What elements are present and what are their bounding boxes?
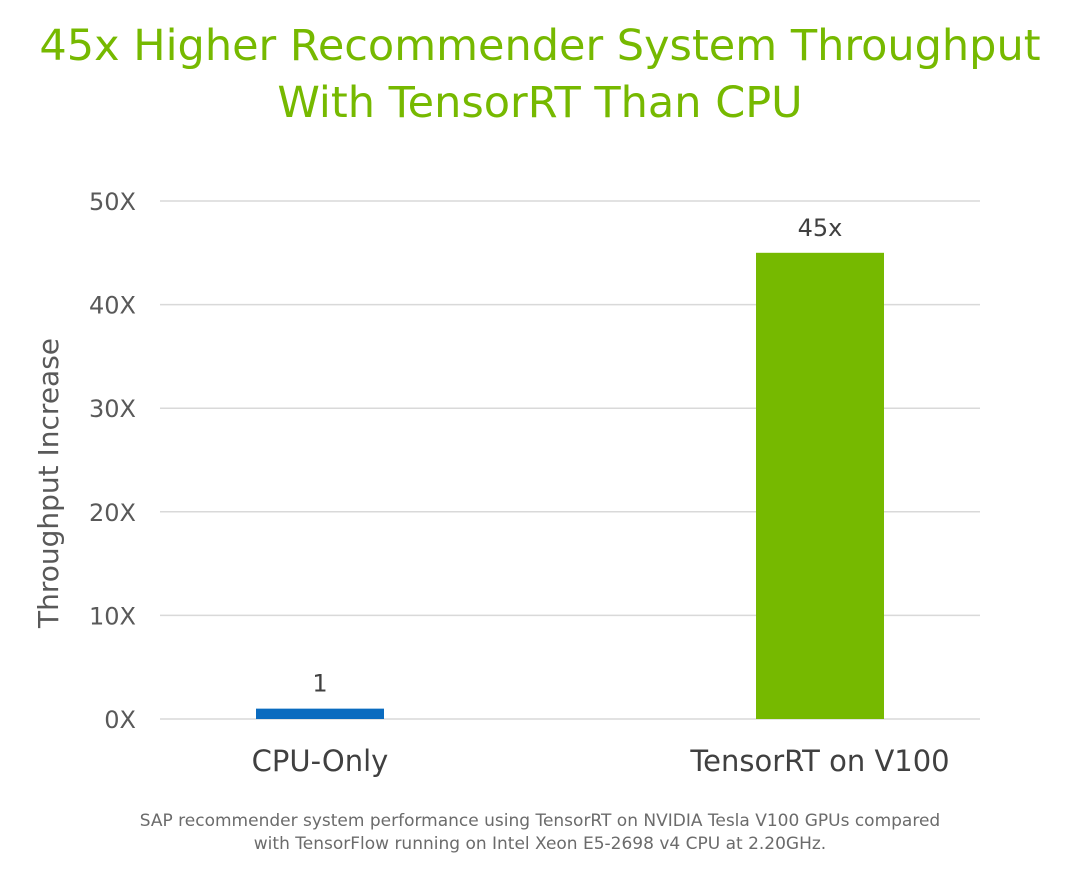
y-tick-label: 50X [89,188,136,216]
data-label: 1 [312,670,327,698]
y-tick-label: 0X [104,706,136,734]
y-tick-label: 30X [89,395,136,423]
bar-0 [256,708,384,719]
y-tick-label: 10X [89,602,136,630]
chart-title: 45x Higher Recommender System Throughput… [0,18,1080,132]
footnote: SAP recommender system performance using… [0,810,1080,856]
footnote-line-2: with TensorFlow running on Intel Xeon E5… [253,834,827,854]
x-category-label: TensorRT on V100 [689,744,949,778]
y-tick-label: 20X [89,499,136,527]
chart-title-line-2: With TensorRT Than CPU [277,78,803,128]
x-category-label: CPU-Only [252,744,389,778]
bar-1 [756,252,884,720]
y-tick-label: 40X [89,292,136,320]
footnote-line-1: SAP recommender system performance using… [139,811,941,831]
data-label: 45x [798,214,843,242]
bars-layer [256,252,884,720]
labels-layer: 1 CPU-Only 45x TensorRT on V100 [252,214,950,778]
y-axis-title: Throughput Increase [32,338,65,629]
chart-title-line-1: 45x Higher Recommender System Throughput [39,21,1041,71]
